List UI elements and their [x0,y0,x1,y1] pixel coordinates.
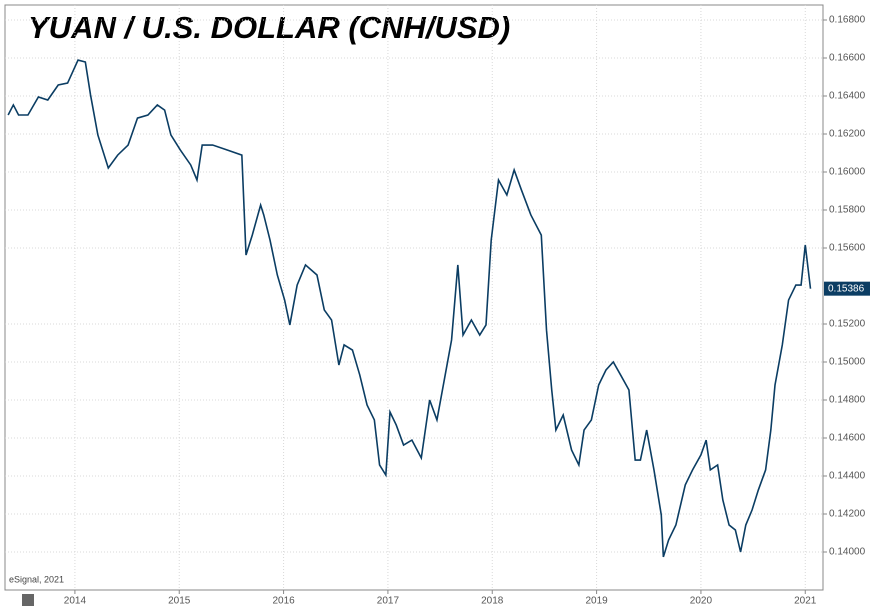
y-tick-label: 0.14000 [829,547,866,558]
y-tick-label: 0.16800 [829,15,866,26]
last-value-label: 0.15386 [828,283,865,294]
chart-title: YUAN / U.S. DOLLAR (CNH/USD) [28,10,510,45]
x-tick-label: 2020 [690,596,713,607]
y-tick-label: 0.15800 [829,205,866,216]
x-tick-label: 2014 [64,596,87,607]
y-tick-label: 0.14400 [829,471,866,482]
y-tick-label: 0.14800 [829,395,866,406]
y-tick-label: 0.14200 [829,509,866,520]
y-tick-label: 0.15600 [829,243,866,254]
icon [22,594,34,606]
last-value-box [824,281,870,296]
x-tick-label: 2021 [794,596,817,607]
y-tick-label: 0.16600 [829,53,866,64]
x-tick-label: 2018 [481,596,504,607]
y-tick-label: 0.16200 [829,129,866,140]
x-tick-label: 2017 [377,596,400,607]
plot-frame [4,4,824,591]
y-tick-label: 0.16400 [829,91,866,102]
x-tick-label: 2016 [272,596,295,607]
y-tick-label: 0.16000 [829,167,866,178]
y-tick-label: 0.14600 [829,433,866,444]
price-line [7,59,812,558]
source-note: eSignal, 2021 [9,574,64,584]
y-tick-label: 0.15200 [829,319,866,330]
x-tick-label: 2019 [585,596,608,607]
x-tick-label: 2015 [168,596,191,607]
y-tick-label: 0.15000 [829,357,866,368]
